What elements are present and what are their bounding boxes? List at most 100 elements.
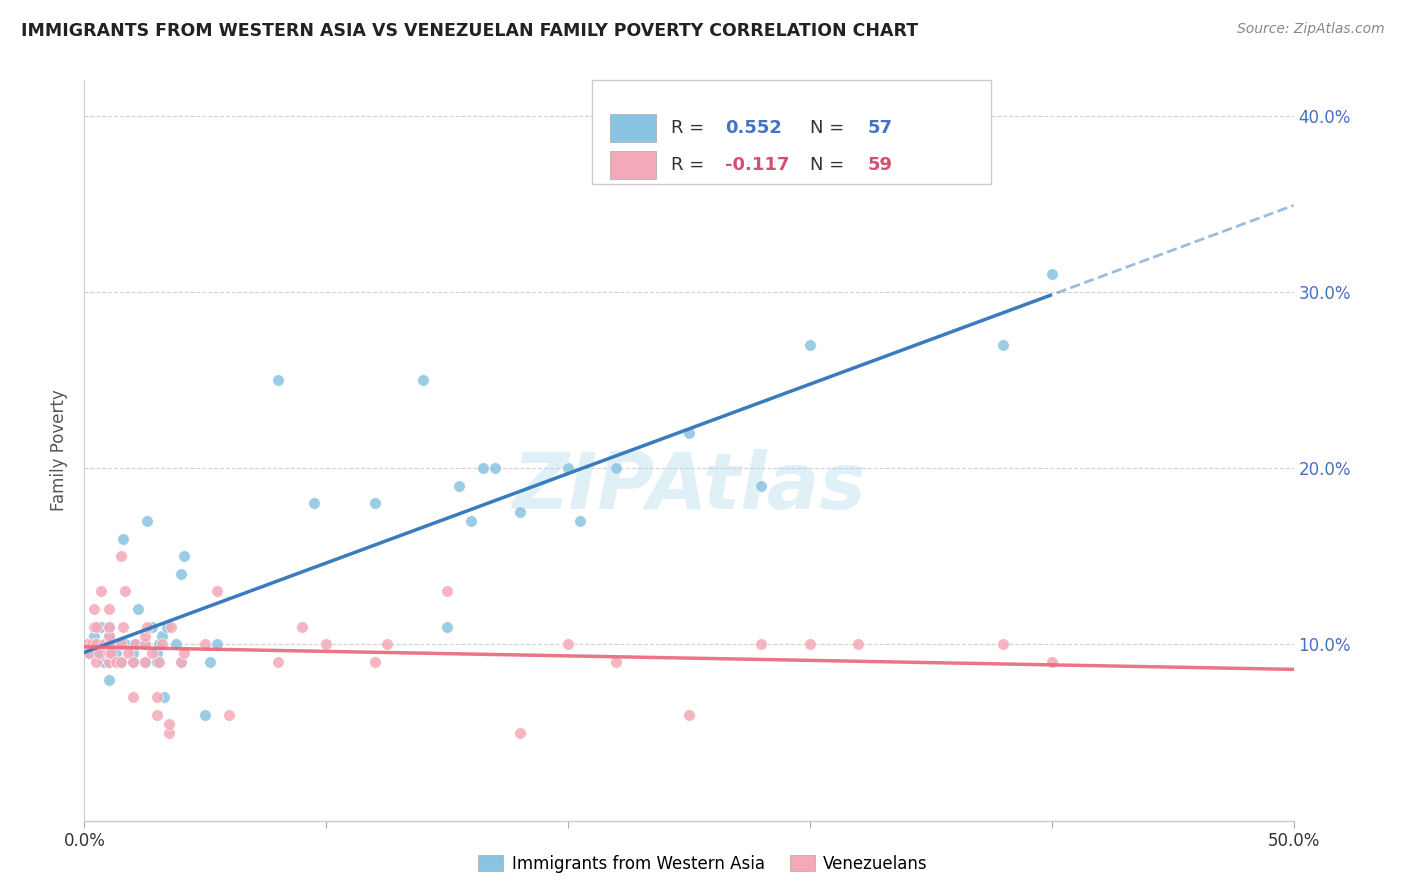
Point bbox=[97, 628, 120, 642]
Point bbox=[114, 637, 136, 651]
Point bbox=[134, 637, 156, 651]
Text: R =: R = bbox=[671, 120, 710, 137]
Point bbox=[141, 620, 163, 634]
Point bbox=[218, 707, 240, 722]
Point bbox=[436, 584, 458, 599]
Point bbox=[112, 620, 135, 634]
Point bbox=[146, 707, 169, 722]
Point bbox=[134, 655, 156, 669]
Point bbox=[993, 637, 1015, 651]
Point bbox=[134, 628, 156, 642]
Point bbox=[114, 584, 136, 599]
Point bbox=[104, 655, 127, 669]
Point bbox=[267, 373, 290, 387]
Point bbox=[194, 707, 217, 722]
Text: -0.117: -0.117 bbox=[725, 156, 790, 175]
Point bbox=[110, 549, 132, 564]
Point bbox=[97, 655, 120, 669]
Point bbox=[207, 637, 229, 651]
Point bbox=[86, 620, 108, 634]
Point bbox=[97, 602, 120, 616]
Point bbox=[799, 337, 821, 351]
Point bbox=[104, 646, 127, 660]
Point bbox=[153, 690, 176, 705]
Point bbox=[678, 707, 700, 722]
Point bbox=[97, 620, 120, 634]
Point bbox=[509, 725, 531, 739]
Point bbox=[124, 637, 146, 651]
Point bbox=[77, 646, 100, 660]
Text: N =: N = bbox=[810, 156, 849, 175]
Point bbox=[136, 514, 159, 528]
Point bbox=[148, 637, 170, 651]
Point bbox=[76, 637, 98, 651]
Point bbox=[97, 673, 120, 687]
Point bbox=[207, 584, 229, 599]
Point bbox=[121, 655, 143, 669]
Point bbox=[121, 646, 143, 660]
Text: R =: R = bbox=[671, 156, 710, 175]
Point bbox=[141, 646, 163, 660]
Point bbox=[751, 637, 773, 651]
Legend: Immigrants from Western Asia, Venezuelans: Immigrants from Western Asia, Venezuelan… bbox=[471, 848, 935, 880]
Point bbox=[80, 637, 103, 651]
Point bbox=[121, 655, 143, 669]
Point bbox=[146, 655, 169, 669]
Point bbox=[1040, 267, 1063, 281]
Point bbox=[97, 637, 120, 651]
Point bbox=[363, 496, 385, 510]
Point bbox=[77, 646, 100, 660]
Point bbox=[267, 655, 290, 669]
FancyBboxPatch shape bbox=[610, 152, 657, 179]
Point bbox=[90, 620, 112, 634]
Point bbox=[110, 655, 132, 669]
Text: 59: 59 bbox=[868, 156, 893, 175]
Point bbox=[173, 549, 195, 564]
Text: 0.552: 0.552 bbox=[725, 120, 782, 137]
Point bbox=[148, 655, 170, 669]
Point bbox=[83, 620, 105, 634]
Point bbox=[93, 637, 115, 651]
Point bbox=[291, 620, 314, 634]
Point bbox=[484, 461, 506, 475]
Point bbox=[751, 479, 773, 493]
Point bbox=[150, 637, 173, 651]
Point bbox=[1040, 655, 1063, 669]
Point bbox=[605, 655, 627, 669]
Point bbox=[117, 646, 139, 660]
Point bbox=[557, 461, 579, 475]
Text: 57: 57 bbox=[868, 120, 893, 137]
Point bbox=[136, 620, 159, 634]
Point bbox=[146, 690, 169, 705]
Point bbox=[97, 646, 120, 660]
Point bbox=[678, 425, 700, 440]
Point bbox=[375, 637, 398, 651]
Point bbox=[173, 646, 195, 660]
Point bbox=[160, 620, 183, 634]
Point bbox=[80, 637, 103, 651]
Point bbox=[799, 637, 821, 651]
Point bbox=[170, 566, 193, 581]
Point bbox=[165, 637, 187, 651]
Point bbox=[90, 584, 112, 599]
Point bbox=[157, 725, 180, 739]
Point bbox=[110, 637, 132, 651]
Point bbox=[472, 461, 495, 475]
Text: ZIPAtlas: ZIPAtlas bbox=[512, 450, 866, 525]
Text: N =: N = bbox=[810, 120, 849, 137]
Point bbox=[157, 716, 180, 731]
FancyBboxPatch shape bbox=[610, 114, 657, 143]
Point bbox=[436, 620, 458, 634]
Y-axis label: Family Poverty: Family Poverty bbox=[51, 390, 69, 511]
Point bbox=[110, 637, 132, 651]
FancyBboxPatch shape bbox=[592, 80, 991, 184]
Point bbox=[460, 514, 482, 528]
Point bbox=[557, 637, 579, 651]
Point bbox=[569, 514, 592, 528]
Point bbox=[449, 479, 471, 493]
Point bbox=[97, 628, 120, 642]
Point bbox=[134, 637, 156, 651]
Point bbox=[86, 637, 108, 651]
Point bbox=[412, 373, 434, 387]
Point bbox=[134, 655, 156, 669]
